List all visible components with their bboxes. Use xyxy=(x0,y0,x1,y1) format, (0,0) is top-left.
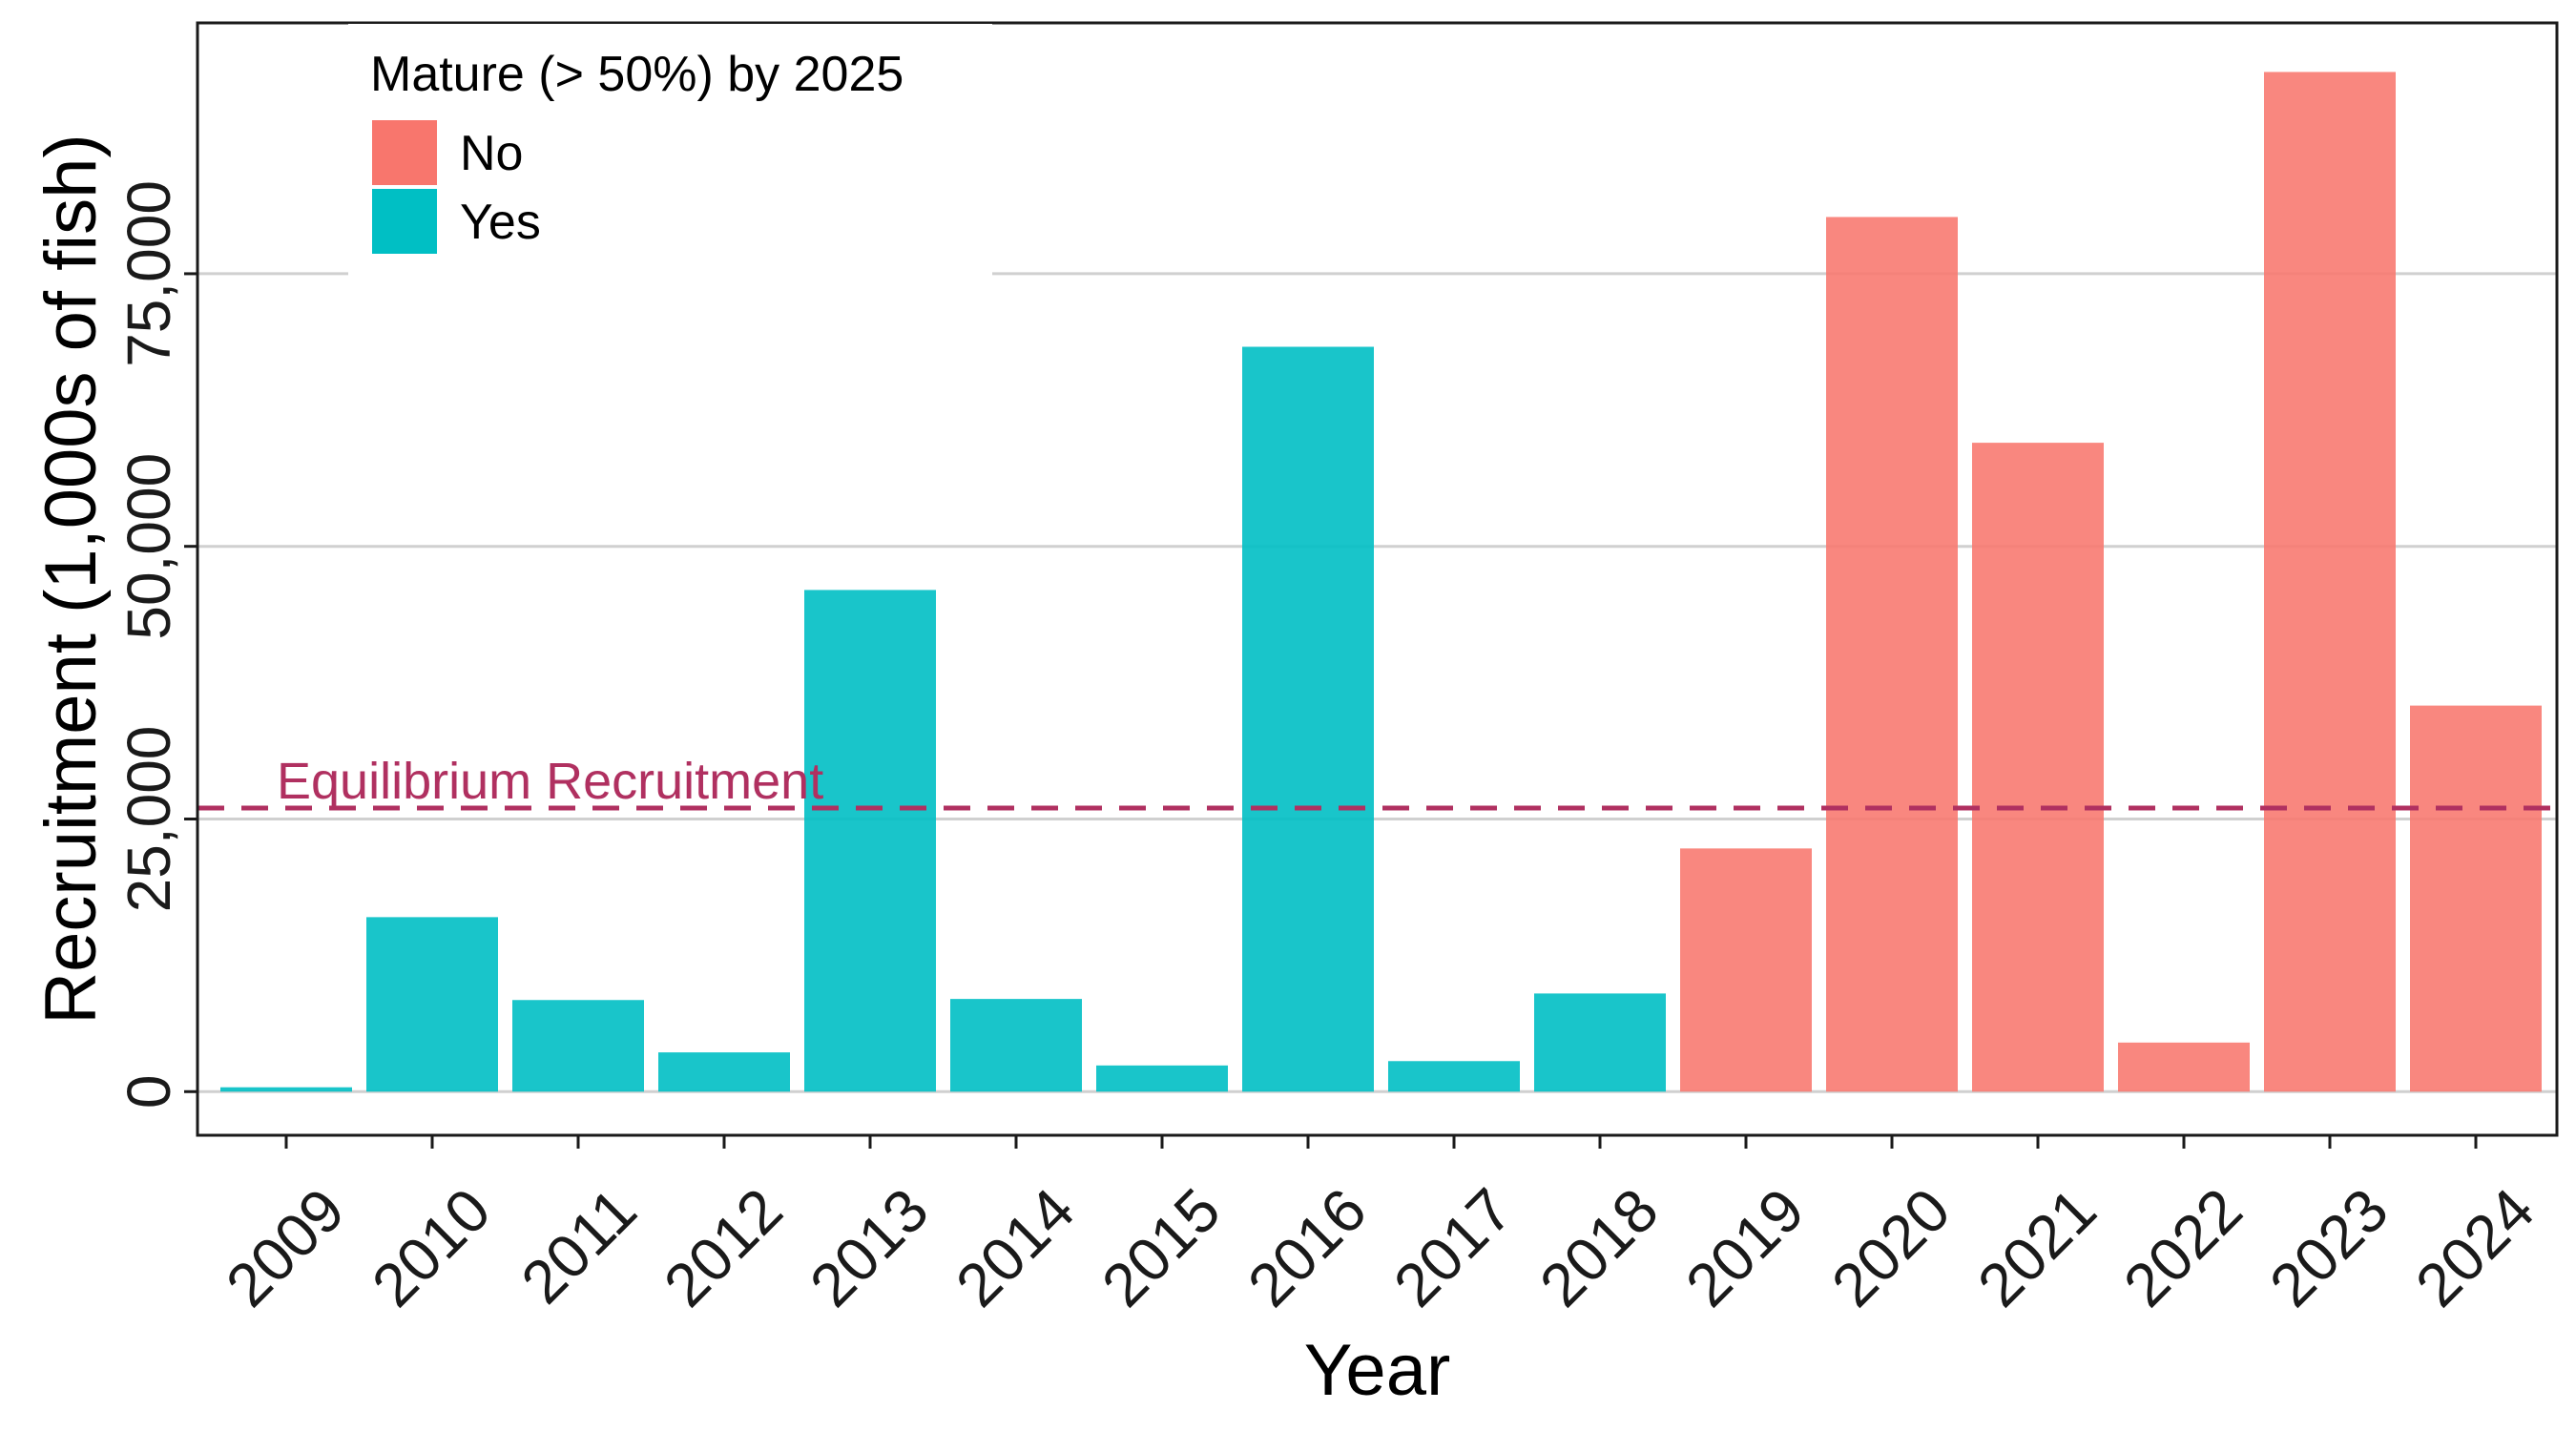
x-tick-label-2022: 2022 xyxy=(2110,1175,2255,1320)
bar-2017 xyxy=(1388,1061,1520,1092)
gridlines xyxy=(197,272,2557,1093)
x-tick-label-2014: 2014 xyxy=(943,1175,1088,1320)
legend: Mature (> 50%) by 2025 No Yes xyxy=(348,24,992,277)
bar-2019 xyxy=(1680,848,1812,1092)
x-tick-label-2020: 2020 xyxy=(1818,1175,1963,1320)
legend-title: Mature (> 50%) by 2025 xyxy=(370,47,904,102)
legend-key-no xyxy=(372,120,437,185)
x-tick-label-2013: 2013 xyxy=(797,1175,942,1320)
bar-2011 xyxy=(512,1000,644,1092)
bar-2015 xyxy=(1096,1065,1228,1092)
bar-2010 xyxy=(366,917,498,1092)
x-tick-label-2016: 2016 xyxy=(1235,1175,1380,1320)
bar-2013 xyxy=(804,590,936,1092)
y-axis: 0 25,000 50,000 75,000 xyxy=(114,180,197,1109)
bar-2020 xyxy=(1826,217,1958,1092)
y-axis-title: Recruitment (1,000s of fish) xyxy=(31,134,112,1025)
bar-2014 xyxy=(950,999,1082,1092)
y-tick-label-0: 0 xyxy=(114,1074,183,1109)
x-tick-label-2023: 2023 xyxy=(2256,1175,2401,1320)
legend-label-yes: Yes xyxy=(460,195,541,250)
plot-panel-border xyxy=(196,21,2559,1137)
y-tick-label-2: 50,000 xyxy=(114,453,183,640)
bar-2016 xyxy=(1242,346,1374,1092)
x-tick-label-2015: 2015 xyxy=(1089,1175,1234,1320)
legend-key-yes xyxy=(372,189,437,254)
equilibrium-label: Equilibrium Recruitment xyxy=(277,753,823,810)
y-tick-label-1: 25,000 xyxy=(114,726,183,913)
legend-label-no: No xyxy=(460,126,523,181)
legend-background xyxy=(348,24,992,277)
x-tick-label-2018: 2018 xyxy=(1527,1175,1672,1320)
x-tick-label-2011: 2011 xyxy=(508,1175,649,1317)
bar-2023 xyxy=(2264,72,2396,1092)
x-tick-label-2012: 2012 xyxy=(651,1175,796,1320)
x-tick-label-2017: 2017 xyxy=(1381,1175,1526,1320)
x-tick-label-2021: 2021 xyxy=(1964,1175,2109,1320)
x-tick-label-2019: 2019 xyxy=(1672,1175,1818,1320)
x-tick-label-2009: 2009 xyxy=(213,1175,358,1320)
x-axis-title: Year xyxy=(1304,1330,1451,1411)
bar-2022 xyxy=(2118,1042,2250,1092)
bar-2024 xyxy=(2410,705,2542,1092)
x-tick-label-2010: 2010 xyxy=(359,1175,504,1320)
y-tick-label-3: 75,000 xyxy=(114,180,183,367)
x-axis: 2009 2010 2011 2012 2013 2014 2015 2016 2017 2018… xyxy=(213,1135,2547,1319)
bar-2009 xyxy=(220,1087,352,1092)
reference-line-group: Equilibrium Recruitment xyxy=(197,753,2557,811)
x-tick-label-2024: 2024 xyxy=(2402,1175,2547,1320)
bars xyxy=(220,72,2542,1092)
bar-2021 xyxy=(1972,443,2104,1092)
bar-2018 xyxy=(1534,993,1666,1092)
bar-2012 xyxy=(658,1052,790,1092)
